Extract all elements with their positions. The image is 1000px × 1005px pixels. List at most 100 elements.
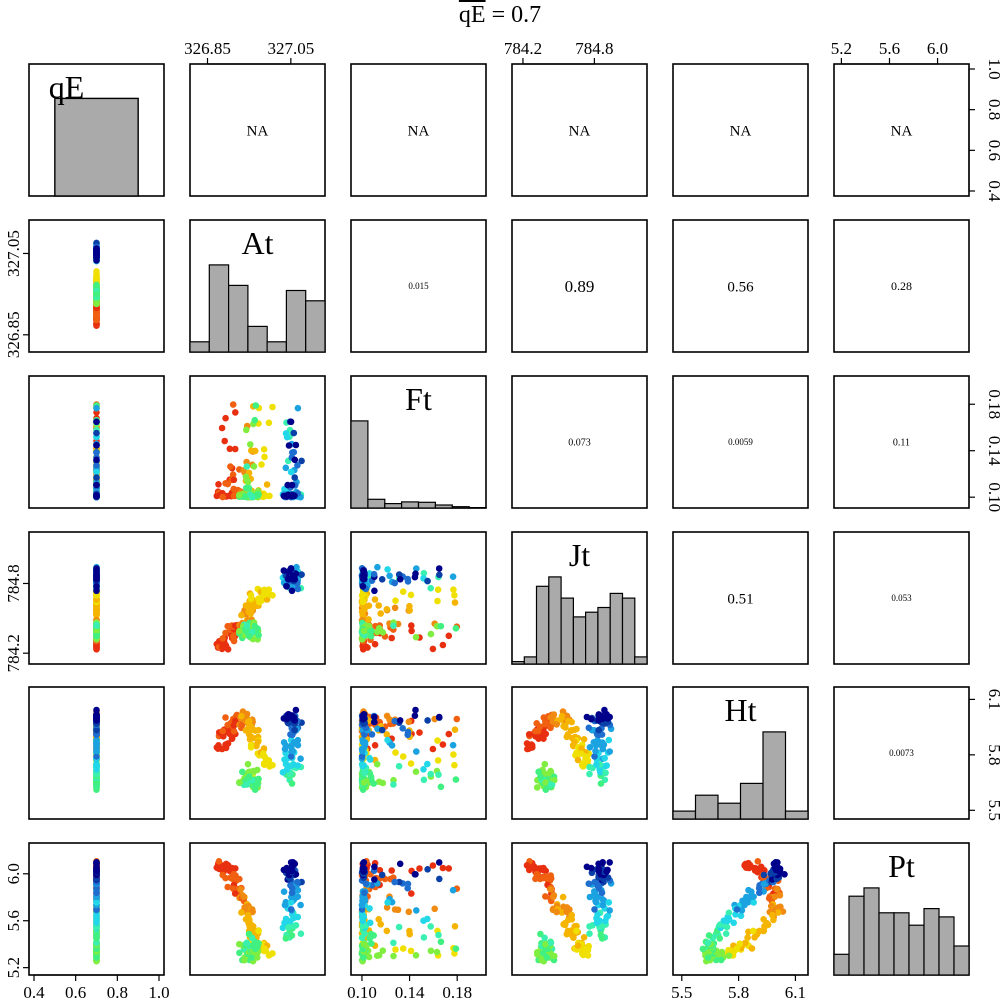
- data-point: [248, 592, 255, 599]
- data-point: [435, 757, 442, 764]
- data-point: [430, 646, 437, 653]
- data-point: [93, 780, 100, 787]
- data-point: [222, 714, 229, 721]
- data-point: [413, 634, 420, 641]
- data-point: [606, 714, 613, 721]
- data-point: [435, 932, 442, 939]
- data-point: [390, 781, 397, 788]
- data-point: [761, 927, 768, 934]
- data-point: [755, 858, 762, 865]
- data-point: [592, 739, 599, 746]
- data-point: [261, 493, 268, 500]
- x-axis-tick-label-Ft: 0.18: [442, 983, 472, 1000]
- data-point: [93, 859, 100, 866]
- data-point: [451, 762, 458, 769]
- data-point: [252, 417, 259, 424]
- data-point: [255, 739, 262, 746]
- data-point: [450, 742, 457, 749]
- figure-title: qE = 0.7: [0, 2, 1000, 29]
- correlation-label-qE-Pt: NA: [891, 123, 913, 139]
- data-point: [379, 727, 386, 734]
- data-point: [93, 761, 100, 768]
- data-point: [261, 446, 268, 453]
- diagonal-label-qE: qE: [49, 69, 85, 105]
- data-point: [446, 633, 453, 640]
- histogram-bar: [849, 896, 864, 975]
- histogram-bar: [190, 342, 209, 352]
- data-point: [400, 588, 407, 595]
- data-point: [384, 713, 391, 720]
- correlation-label-At-Jt: 0.89: [565, 277, 595, 296]
- data-point: [595, 861, 602, 868]
- data-point: [237, 886, 244, 893]
- data-point: [367, 920, 374, 927]
- data-point: [283, 430, 290, 437]
- histogram-bar: [939, 917, 954, 975]
- data-point: [361, 711, 368, 718]
- data-point: [606, 907, 613, 914]
- data-point: [93, 482, 100, 489]
- data-point: [288, 419, 295, 426]
- data-point: [453, 625, 460, 632]
- data-point: [412, 871, 419, 878]
- data-point: [295, 742, 302, 749]
- data-point: [366, 755, 373, 762]
- data-point: [598, 742, 605, 749]
- data-point: [434, 737, 441, 744]
- data-point: [438, 623, 445, 630]
- panel-frame-r3c2: [351, 532, 486, 664]
- y-axis-tick-label-Pt: 5.2: [4, 957, 23, 978]
- data-point: [232, 409, 239, 416]
- histogram-bar: [452, 507, 469, 508]
- data-point: [435, 586, 442, 593]
- data-point: [288, 469, 295, 476]
- data-point: [396, 763, 403, 770]
- data-point: [408, 760, 415, 767]
- data-point: [434, 598, 441, 605]
- data-point: [245, 761, 252, 768]
- data-point: [761, 872, 768, 879]
- data-point: [359, 761, 366, 768]
- data-point: [266, 420, 273, 427]
- data-point: [438, 784, 445, 791]
- data-point: [598, 932, 605, 939]
- data-point: [266, 952, 273, 959]
- x-axis-tick-label-Ft: 0.14: [395, 983, 425, 1000]
- data-point: [375, 916, 382, 923]
- scatter-panel-Pt-vs-Ht: [700, 858, 788, 965]
- data-point: [371, 876, 378, 883]
- histogram-bar: [864, 888, 879, 975]
- histogram-bar: [512, 662, 524, 664]
- data-point: [397, 861, 404, 868]
- data-point: [416, 729, 423, 736]
- data-point: [248, 447, 255, 454]
- data-point: [436, 859, 443, 866]
- data-point: [281, 739, 288, 746]
- data-point: [232, 446, 239, 453]
- data-point: [537, 876, 544, 883]
- data-point: [392, 605, 399, 612]
- correlation-label-Ft-Jt: 0.073: [568, 438, 591, 449]
- data-point: [93, 576, 100, 583]
- data-point: [286, 442, 293, 449]
- histogram-bar: [368, 499, 385, 508]
- data-point: [249, 943, 256, 950]
- data-point: [435, 771, 442, 778]
- histogram-Jt: [512, 577, 647, 664]
- data-point: [397, 576, 404, 583]
- data-point: [246, 633, 253, 640]
- data-point: [526, 731, 533, 738]
- data-point: [406, 931, 413, 938]
- data-point: [361, 628, 368, 635]
- data-point: [408, 592, 415, 599]
- data-point: [602, 770, 609, 777]
- data-point: [408, 948, 415, 955]
- data-point: [372, 742, 379, 749]
- data-point: [291, 430, 298, 437]
- scatter-panel-Ft-vs-At: [214, 401, 305, 500]
- data-point: [219, 644, 226, 651]
- data-point: [430, 862, 437, 869]
- data-point: [93, 565, 100, 572]
- y-axis-tick-label-Pt: 6.0: [4, 863, 23, 884]
- data-point: [93, 742, 100, 749]
